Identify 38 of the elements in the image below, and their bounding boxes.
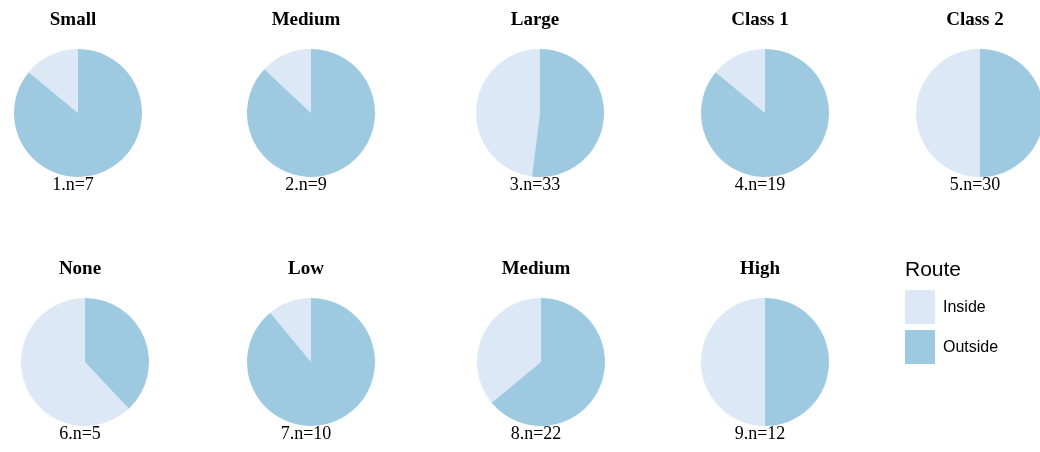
text: 9.n=12 xyxy=(733,423,787,444)
text: 7.n=10 xyxy=(279,423,333,444)
pie-slice xyxy=(701,298,765,426)
chart-title: Low xyxy=(287,257,325,279)
legend-label: Inside xyxy=(943,298,986,316)
chart-title: Medium xyxy=(500,257,572,279)
pie-slice xyxy=(247,298,375,426)
chart-title: Small xyxy=(48,8,98,30)
pie-slice xyxy=(765,298,829,426)
legend-title: Route xyxy=(905,257,963,281)
pie-slice xyxy=(14,49,142,177)
chart-title: Class 1 xyxy=(730,8,790,30)
text: 1.n=7 xyxy=(51,174,95,195)
chart-title: Class 2 xyxy=(945,8,1005,30)
pie-slice xyxy=(28,49,78,113)
pie-slice xyxy=(491,298,605,426)
pie-slice xyxy=(701,49,829,177)
pie-slice xyxy=(477,298,541,403)
chart-title: Medium xyxy=(270,8,342,30)
text: 3.n=33 xyxy=(508,174,562,195)
pie-slice xyxy=(264,49,311,113)
pie-slice xyxy=(476,49,540,177)
chart-title: Large xyxy=(509,8,561,30)
pie-slice xyxy=(270,298,311,362)
text: 4.n=19 xyxy=(733,174,787,195)
text: 8.n=22 xyxy=(509,423,563,444)
text: 2.n=9 xyxy=(284,174,328,195)
pie-slice xyxy=(916,49,980,177)
chart-title: None xyxy=(57,257,103,279)
pie-slice xyxy=(85,298,149,409)
pie-slice xyxy=(21,298,129,426)
legend-label: Outside xyxy=(943,338,999,356)
pie-slice xyxy=(531,49,604,177)
text: 5.n=30 xyxy=(948,174,1002,195)
chart-title: High xyxy=(738,257,782,279)
text: 6.n=5 xyxy=(58,423,102,444)
pie-slice xyxy=(715,49,765,113)
pie-slice xyxy=(247,49,375,177)
